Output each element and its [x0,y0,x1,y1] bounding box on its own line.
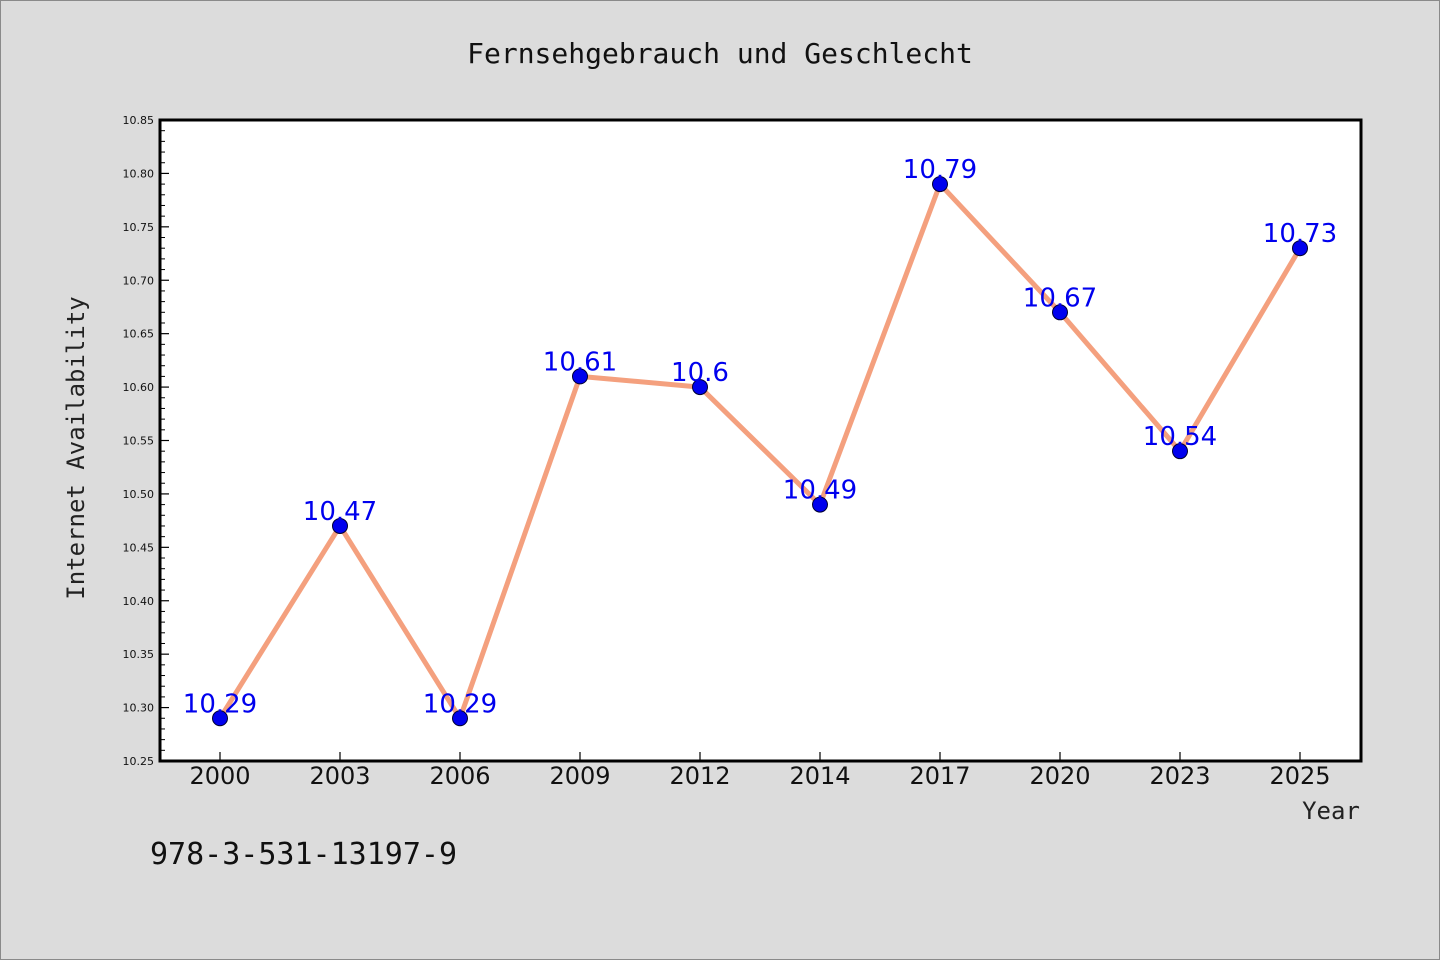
data-label: 10.29 [423,689,497,719]
data-point [812,496,828,513]
x-tick-label: 2000 [189,762,250,790]
data-label: 10.47 [303,497,377,527]
data-label: 10.73 [1263,219,1337,249]
y-tick-label: 10.85 [123,114,155,127]
x-tick-label: 2006 [429,762,490,790]
x-tick-label: 2023 [1149,762,1210,790]
data-points [212,176,1308,727]
y-tick-label: 10.75 [123,221,155,234]
data-point [1052,304,1068,321]
y-tick-label: 10.60 [123,381,155,394]
data-point [1172,443,1188,460]
data-label: 10.29 [183,689,257,719]
data-point [332,517,348,534]
isbn-footnote: 978-3-531-13197-9 [150,837,457,872]
data-label: 10.49 [783,476,857,506]
x-axis-label: Year [1302,797,1360,825]
data-point [1292,240,1308,257]
data-label: 10.79 [903,155,977,185]
x-tick-label: 2017 [909,762,970,790]
chart-title: Fernsehgebrauch und Geschlecht [467,37,973,70]
data-label: 10.6 [671,358,729,388]
y-tick-label: 10.45 [123,541,155,554]
x-tick-label: 2014 [789,762,850,790]
data-point [692,379,708,396]
data-label: 10.67 [1023,283,1097,313]
y-tick-label: 10.80 [123,167,155,180]
data-labels: 10.29 10.47 10.29 10.61 10.6 10.49 10.79 10.67 1… [183,155,1337,719]
x-tick-label: 2020 [1029,762,1090,790]
y-tick-label: 10.65 [123,328,155,341]
y-tick-label: 10.55 [123,435,155,448]
series-line [217,181,1303,721]
y-axis-ticks: 10.25 10.30 10.35 10.40 10.45 10.50 10.55 10.60… [123,114,169,768]
plot-border [158,118,1363,763]
data-point [212,710,228,727]
x-tick-label: 2025 [1269,762,1330,790]
plot-area [160,120,1361,761]
x-tick-label: 2003 [309,762,370,790]
data-point [932,176,948,193]
x-tick-label: 2009 [549,762,610,790]
y-axis-label: Internet Availability [62,296,90,599]
data-point [452,710,468,727]
y-tick-label: 10.40 [123,595,155,608]
y-tick-label: 10.70 [123,274,155,287]
y-tick-label: 10.50 [123,488,155,501]
data-point [572,368,588,385]
data-label: 10.61 [543,347,617,377]
data-label: 10.54 [1143,422,1217,452]
y-tick-label: 10.25 [123,755,155,768]
y-tick-label: 10.30 [123,702,155,715]
x-tick-label: 2012 [669,762,730,790]
y-tick-label: 10.35 [123,648,155,661]
